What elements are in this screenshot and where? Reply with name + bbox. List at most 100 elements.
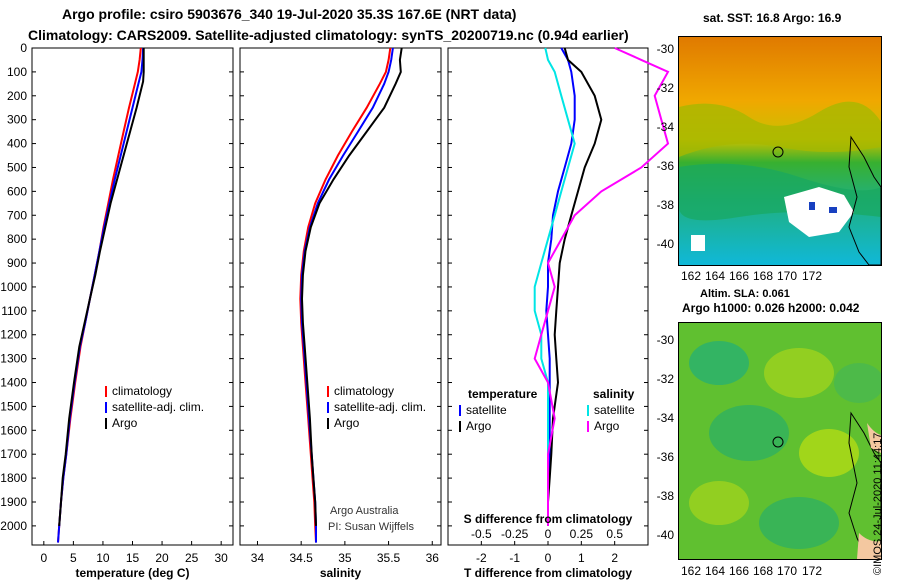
x-tick-label: 5 bbox=[70, 551, 77, 565]
x-tick-label: 34 bbox=[251, 551, 265, 565]
x-tick-label: 25 bbox=[185, 551, 199, 565]
legend-label: satellite-adj. clim. bbox=[112, 400, 204, 414]
series-line-argo bbox=[58, 48, 145, 526]
top-x-tick-label: 0 bbox=[545, 527, 552, 541]
x-tick-label: 1 bbox=[578, 551, 585, 565]
sst-map-image bbox=[679, 37, 881, 265]
x-tick-label: -2 bbox=[476, 551, 487, 565]
sst-lon-label: 166 bbox=[729, 269, 749, 283]
top-x-tick-label: 0.25 bbox=[570, 527, 594, 541]
x-axis-label-differences: T difference from climatology bbox=[464, 566, 632, 580]
x-tick-label: 0 bbox=[40, 551, 47, 565]
series-line-salinity-satellite bbox=[533, 47, 576, 526]
sla-map bbox=[678, 322, 882, 560]
sla-lat-label: -32 bbox=[657, 372, 675, 386]
legend-label: climatology bbox=[112, 384, 172, 398]
depth-tick-label: 1200 bbox=[0, 328, 27, 342]
legend-label: satellite-adj. clim. bbox=[334, 400, 426, 414]
depth-tick-label: 900 bbox=[7, 256, 27, 270]
sst-lon-label: 168 bbox=[753, 269, 773, 283]
sla-lat-label: -38 bbox=[657, 489, 675, 503]
chart-title-line2: Climatology: CARS2009. Satellite-adjuste… bbox=[28, 27, 629, 43]
sla-lon-label: 168 bbox=[753, 564, 773, 578]
top-x-tick-label: 0.5 bbox=[606, 527, 623, 541]
sla-map-title2: Argo h1000: 0.026 h2000: 0.042 bbox=[682, 301, 860, 315]
depth-tick-label: 2000 bbox=[0, 519, 27, 533]
legend-label: Argo bbox=[112, 416, 138, 430]
legend-label: satellite bbox=[466, 403, 507, 417]
panel-frame-salinity bbox=[239, 47, 442, 546]
sla-lon-label: 166 bbox=[729, 564, 749, 578]
series-line-temperature-argo bbox=[547, 47, 603, 526]
sst-map bbox=[678, 36, 882, 266]
sst-lon-label: 172 bbox=[802, 269, 822, 283]
series-line-satellite-adj-clim- bbox=[300, 47, 394, 543]
depth-tick-label: 700 bbox=[7, 208, 27, 222]
x-tick-label: 20 bbox=[155, 551, 169, 565]
top-x-tick-label: -0.25 bbox=[501, 527, 529, 541]
series-line-salinity-argo bbox=[533, 47, 670, 526]
x-tick-label: 15 bbox=[126, 551, 140, 565]
sst-lat-label: -34 bbox=[657, 120, 675, 134]
depth-tick-label: 100 bbox=[7, 65, 27, 79]
depth-tick-label: 1900 bbox=[0, 495, 27, 509]
sst-lon-label: 170 bbox=[777, 269, 797, 283]
depth-tick-label: 400 bbox=[7, 137, 27, 151]
legend-label: climatology bbox=[334, 384, 394, 398]
sla-lon-label: 164 bbox=[705, 564, 725, 578]
sst-lon-label: 164 bbox=[705, 269, 725, 283]
sla-lon-label: 170 bbox=[777, 564, 797, 578]
depth-tick-label: 1100 bbox=[1, 304, 27, 318]
chart-title-line1: Argo profile: csiro 5903676_340 19-Jul-2… bbox=[62, 6, 517, 22]
x-tick-label: -1 bbox=[509, 551, 520, 565]
argo-location-marker bbox=[772, 146, 784, 158]
depth-tick-label: 200 bbox=[7, 89, 27, 103]
depth-tick-label: 500 bbox=[7, 160, 27, 174]
sst-lat-label: -32 bbox=[657, 81, 675, 95]
sla-lat-label: -36 bbox=[657, 450, 675, 464]
sst-map-title: sat. SST: 16.8 Argo: 16.9 bbox=[703, 11, 842, 25]
depth-tick-label: 1500 bbox=[0, 399, 27, 413]
watermark-text: ©IMOS 24-Jul-2020 11:44:17 bbox=[872, 432, 884, 575]
sla-lat-label: -40 bbox=[657, 528, 675, 542]
x-axis-label-temperature: temperature (deg C) bbox=[75, 566, 189, 580]
x-tick-label: 35.5 bbox=[377, 551, 401, 565]
depth-tick-label: 1300 bbox=[0, 352, 27, 366]
top-x-tick-label: -0.5 bbox=[471, 527, 492, 541]
depth-tick-label: 0 bbox=[20, 41, 27, 55]
x-tick-label: 34.5 bbox=[289, 551, 313, 565]
credit-line2: PI: Susan Wijffels bbox=[328, 521, 414, 533]
x-axis-label-salinity: salinity bbox=[320, 566, 362, 580]
depth-tick-label: 800 bbox=[7, 232, 27, 246]
depth-tick-label: 1800 bbox=[0, 471, 27, 485]
sst-lat-label: -30 bbox=[657, 42, 675, 56]
legend-label: satellite bbox=[594, 403, 635, 417]
sla-lon-label: 162 bbox=[681, 564, 701, 578]
x-tick-label: 2 bbox=[611, 551, 618, 565]
sst-lat-label: -40 bbox=[657, 237, 675, 251]
x-axis-label-s-difference: S difference from climatology bbox=[464, 512, 633, 526]
x-tick-label: 0 bbox=[545, 551, 552, 565]
sla-lat-label: -34 bbox=[657, 411, 675, 425]
series-line-argo bbox=[300, 47, 403, 526]
argo-location-marker-sla bbox=[772, 436, 784, 448]
depth-tick-label: 1600 bbox=[0, 423, 27, 437]
series-line-satellite-adj-clim- bbox=[57, 47, 145, 543]
sst-lon-label: 162 bbox=[681, 269, 701, 283]
credit-line1: Argo Australia bbox=[330, 505, 399, 517]
legend-label: Argo bbox=[466, 419, 492, 433]
sla-lat-label: -30 bbox=[657, 333, 675, 347]
x-tick-label: 36 bbox=[426, 551, 440, 565]
depth-tick-label: 1000 bbox=[0, 280, 27, 294]
sla-map-title1: Altim. SLA: 0.061 bbox=[700, 288, 790, 300]
legend-label: Argo bbox=[334, 416, 360, 430]
legend-label: Argo bbox=[594, 419, 620, 433]
legend-header-salinity: salinity bbox=[593, 387, 635, 401]
x-tick-label: 35 bbox=[338, 551, 352, 565]
depth-tick-label: 1400 bbox=[0, 376, 27, 390]
x-tick-label: 30 bbox=[214, 551, 228, 565]
sla-lon-label: 172 bbox=[802, 564, 822, 578]
depth-tick-label: 300 bbox=[7, 113, 27, 127]
x-tick-label: 10 bbox=[96, 551, 110, 565]
